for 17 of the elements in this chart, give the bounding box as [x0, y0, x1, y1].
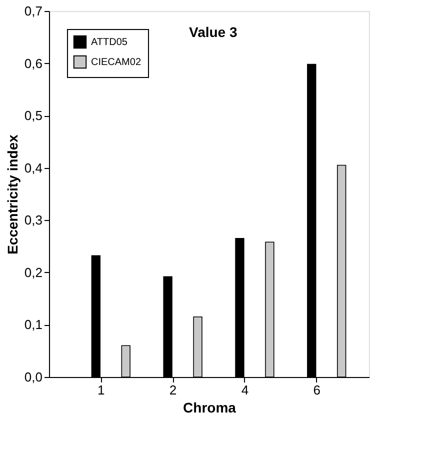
- y-tick-label: 0,0: [24, 370, 42, 384]
- legend-label: CIECAM02: [91, 57, 142, 68]
- y-tick-label: 0,2: [24, 264, 42, 280]
- x-axis-title: Chroma: [183, 400, 236, 416]
- y-axis-title: Eccentricity index: [4, 134, 20, 254]
- x-tick-label: 6: [313, 382, 320, 398]
- y-tick-label: 0,5: [24, 108, 42, 124]
- y-tick-label: 0,3: [24, 212, 42, 228]
- x-tick-label: 2: [169, 382, 177, 398]
- y-tick-label: 0,1: [24, 317, 42, 332]
- annotation: Value 3: [189, 24, 238, 40]
- x-tick-label: 1: [98, 382, 105, 398]
- y-tick-label: 0,6: [24, 56, 42, 71]
- x-tick-label: 4: [241, 382, 249, 398]
- y-tick-label: 0,7: [24, 4, 42, 18]
- y-tick-label: 0,4: [24, 160, 42, 176]
- legend-label: ATTD05: [91, 37, 128, 48]
